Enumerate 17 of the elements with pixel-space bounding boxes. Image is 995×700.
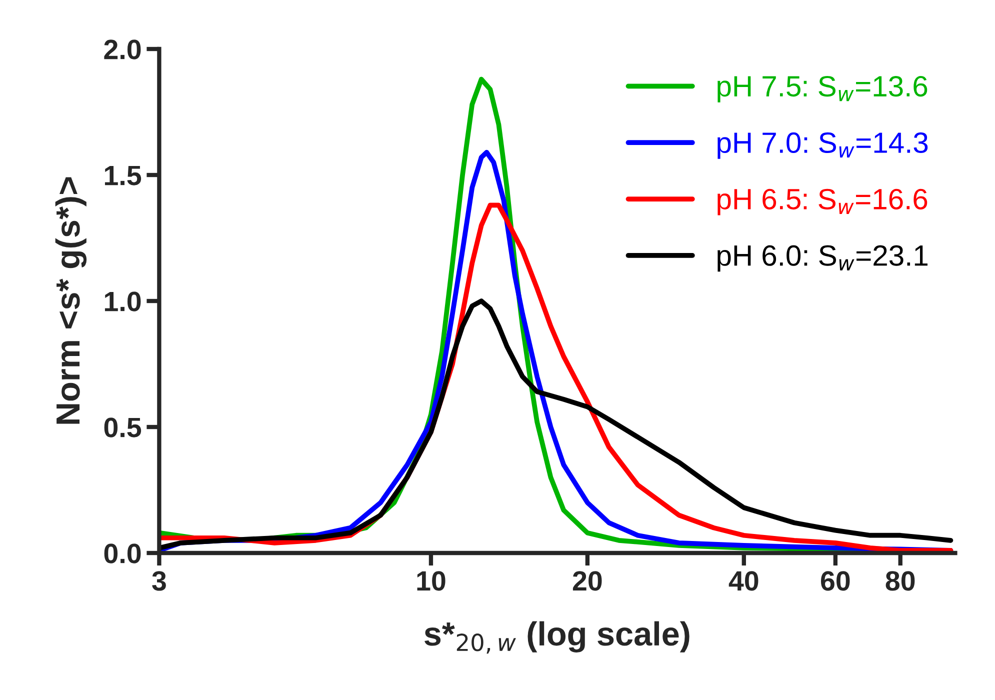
x-axis-title: s*$_{20,w}$ (log scale) [424,621,690,654]
y-tick-label: 1.0 [104,292,141,312]
y-tick-label: 0.0 [104,544,141,564]
y-tick-label: 0.5 [104,418,142,438]
legend-label: pH 6.0: S$_{w}$=23.1 [718,245,928,272]
x-tick-label: 40 [728,571,758,591]
legend-label: pH 7.5: S$_{w}$=13.6 [718,76,928,102]
y-tick-label: 1.5 [104,166,142,186]
x-tick-label: 10 [417,571,446,591]
x-tick-label: 80 [886,571,915,591]
x-tick-label: 20 [572,571,602,591]
x-tick-label: 60 [820,571,850,591]
legend-label: pH 6.5: S$_{w}$=16.6 [718,188,928,216]
x-tick-label: 3 [152,571,166,591]
legend-label: pH 7.0: S$_{w}$=14.3 [718,132,928,159]
y-tick-label: 2.0 [104,40,141,60]
y-axis-title: Norm <s* g(s*)> [55,177,87,424]
